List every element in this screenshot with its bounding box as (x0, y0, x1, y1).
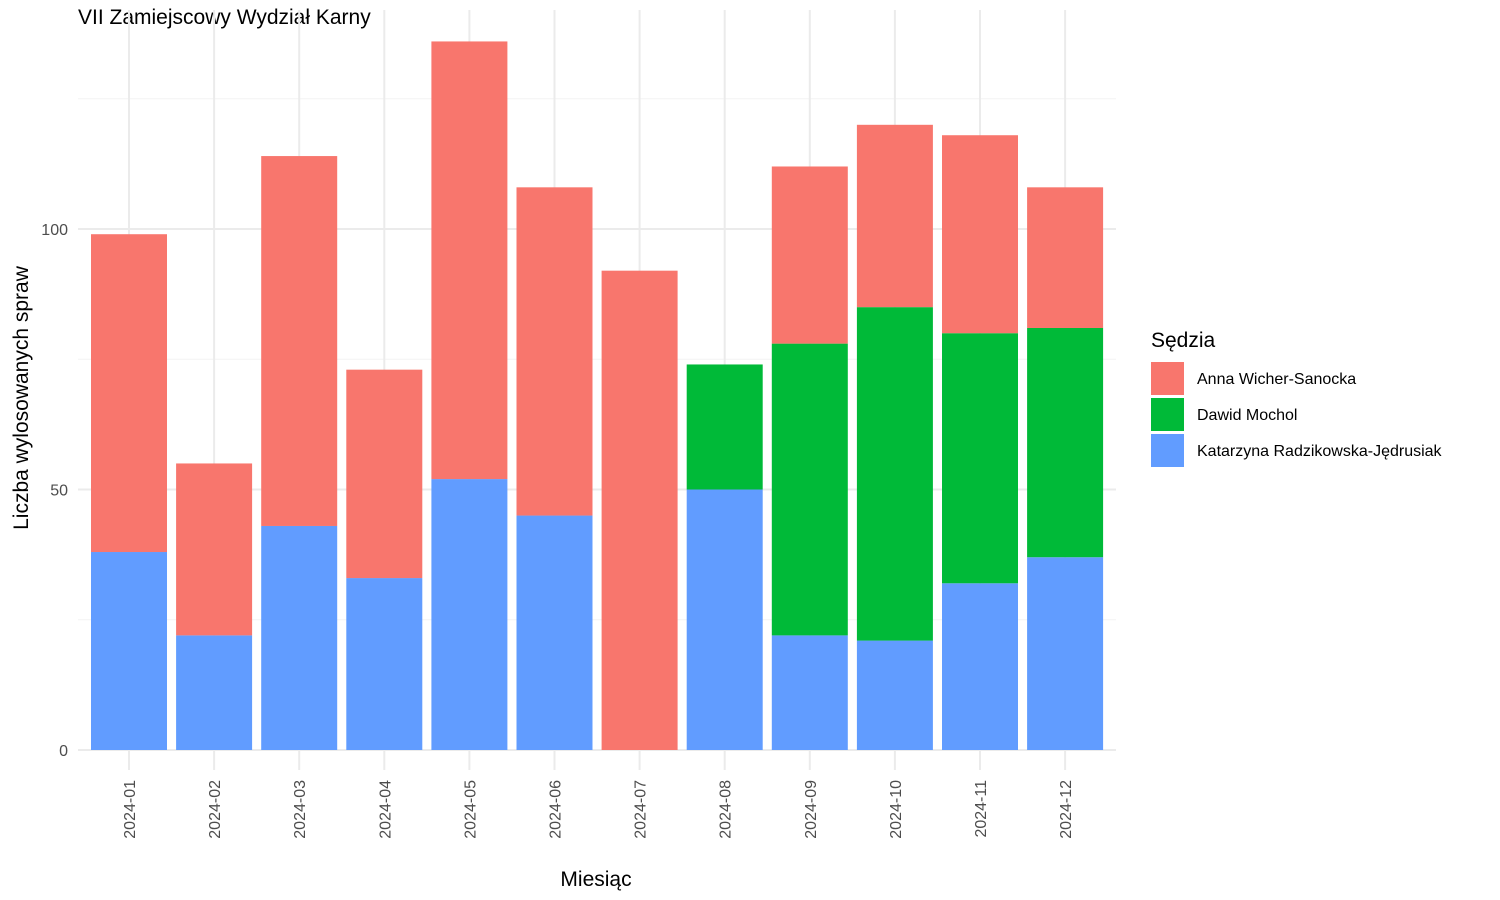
chart-title: VII Zamiejscowy Wydział Karny (78, 6, 371, 29)
bar-segment (431, 479, 508, 750)
x-tick-label: 2024-04 (377, 780, 394, 839)
legend-swatch (1151, 398, 1184, 431)
bar-segment (176, 463, 253, 636)
bar-segment (856, 640, 933, 750)
bar-segment (942, 583, 1018, 750)
x-tick-label: 2024-07 (633, 780, 650, 839)
bar-segment (942, 333, 1018, 584)
bar-segment (686, 364, 763, 490)
y-tick-label: 50 (50, 483, 68, 500)
legend-label: Katarzyna Radzikowska-Jędrusiak (1197, 443, 1443, 460)
x-tick-label: 2024-08 (718, 780, 735, 839)
bar-segment (771, 635, 848, 750)
legend-label: Dawid Mochol (1197, 407, 1297, 424)
legend-swatch (1151, 434, 1184, 467)
bar-segment (91, 234, 167, 553)
x-tick-label: 2024-11 (973, 780, 990, 838)
x-axis-title: Miesiąc (560, 868, 631, 891)
bar-segment (942, 135, 1018, 334)
bar-segment (1027, 327, 1104, 558)
axis-layer: 0 50 100 2024-01 2024-02 2024-03 2024-04 2024-0… (41, 222, 1075, 839)
x-tick-label: 2024-12 (1058, 780, 1075, 839)
x-tick-label: 2024-01 (122, 780, 139, 839)
y-tick-label: 100 (41, 222, 68, 239)
bar-segment (1027, 557, 1104, 750)
y-axis-title: Liczba wylosowanych spraw (10, 265, 33, 530)
bar-segment (91, 552, 167, 750)
bar-segment (261, 156, 338, 526)
y-tick-label: 0 (59, 743, 68, 760)
x-tick-label: 2024-09 (803, 780, 820, 839)
bar-segment (431, 41, 508, 480)
bar-segment (686, 489, 763, 750)
bar-segment (771, 343, 848, 636)
bars-layer (91, 41, 1104, 750)
bar-segment (771, 166, 848, 344)
x-tick-label: 2024-06 (548, 780, 565, 839)
bar-segment (516, 515, 593, 750)
legend-swatch (1151, 362, 1184, 395)
legend-title: Sędzia (1151, 329, 1216, 352)
x-tick-label: 2024-05 (462, 780, 479, 839)
legend: Sędzia Anna Wicher-Sanocka Dawid Mochol Ka… (1151, 329, 1443, 467)
bar-segment (1027, 187, 1104, 328)
bar-segment (346, 369, 423, 579)
bar-segment (516, 187, 593, 516)
x-tick-label: 2024-02 (207, 780, 224, 839)
bar-segment (346, 578, 423, 750)
bar-segment (601, 270, 678, 750)
bar-segment (856, 124, 933, 308)
bar-segment (261, 525, 338, 750)
x-tick-label: 2024-03 (292, 780, 309, 839)
x-tick-label: 2024-10 (888, 780, 905, 839)
legend-label: Anna Wicher-Sanocka (1197, 371, 1356, 388)
bar-segment (856, 307, 933, 641)
bar-segment (176, 635, 253, 750)
